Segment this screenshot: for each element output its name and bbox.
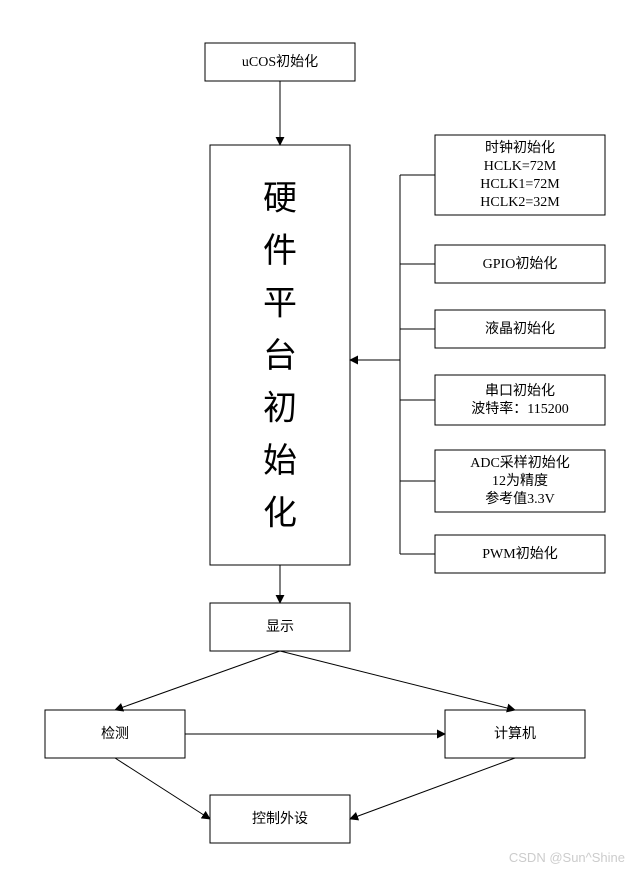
node-gpio: GPIO初始化 bbox=[435, 245, 605, 283]
node-lcd-line: 液晶初始化 bbox=[485, 320, 555, 337]
edge-computer-periph bbox=[350, 758, 515, 819]
node-uart-line: 串口初始化 bbox=[485, 382, 555, 399]
node-clock-line: HCLK1=72M bbox=[480, 177, 560, 192]
node-hwinit-char: 平 bbox=[263, 285, 297, 322]
node-ucos: uCOS初始化 bbox=[205, 43, 355, 81]
node-uart: 串口初始化波特率：115200 bbox=[435, 375, 605, 425]
node-pwm: PWM初始化 bbox=[435, 535, 605, 573]
node-hwinit-char: 硬 bbox=[263, 180, 297, 217]
node-pwm-line: PWM初始化 bbox=[482, 545, 557, 562]
node-clock: 时钟初始化 HCLK=72M HCLK1=72M HCLK2=32M bbox=[435, 135, 605, 215]
node-adc-line: 参考值3.3V bbox=[485, 490, 555, 507]
edge-display-detect bbox=[115, 651, 280, 710]
node-display-line: 显示 bbox=[266, 620, 294, 635]
node-adc: ADC采样初始化 12为精度参考值3.3V bbox=[435, 450, 605, 512]
node-hwinit: 硬件平台初始化 bbox=[210, 145, 350, 565]
node-periph-line: 控制外设 bbox=[252, 811, 308, 827]
node-uart-line: 波特率：115200 bbox=[471, 400, 568, 417]
flowchart: uCOS初始化硬件平台初始化 时钟初始化 HCLK=72M HCLK1=72M HCLK… bbox=[0, 0, 643, 874]
node-gpio-line: GPIO初始化 bbox=[483, 255, 558, 272]
node-detect-line: 检测 bbox=[101, 726, 129, 742]
node-ucos-line: uCOS初始化 bbox=[242, 53, 318, 70]
node-clock-line: 时钟初始化 bbox=[485, 139, 555, 156]
node-computer-line: 计算机 bbox=[494, 726, 536, 742]
watermark: CSDN @Sun^Shine bbox=[509, 850, 625, 865]
node-hwinit-char: 件 bbox=[263, 233, 297, 270]
node-adc-line: ADC采样初始化 bbox=[470, 454, 570, 471]
node-computer: 计算机 bbox=[445, 710, 585, 758]
node-hwinit-char: 台 bbox=[263, 337, 297, 375]
node-clock-line: HCLK=72M bbox=[484, 159, 557, 174]
node-detect: 检测 bbox=[45, 710, 185, 758]
node-hwinit-char: 化 bbox=[263, 494, 297, 532]
node-periph: 控制外设 bbox=[210, 795, 350, 843]
node-hwinit-char: 初 bbox=[263, 389, 297, 427]
edge-display-computer bbox=[280, 651, 515, 710]
node-lcd: 液晶初始化 bbox=[435, 310, 605, 348]
node-adc-line: 12为精度 bbox=[492, 473, 548, 489]
node-hwinit-char: 始 bbox=[263, 442, 297, 480]
node-display: 显示 bbox=[210, 603, 350, 651]
node-clock-line: HCLK2=32M bbox=[480, 195, 560, 210]
edge-detect-periph bbox=[115, 758, 210, 819]
